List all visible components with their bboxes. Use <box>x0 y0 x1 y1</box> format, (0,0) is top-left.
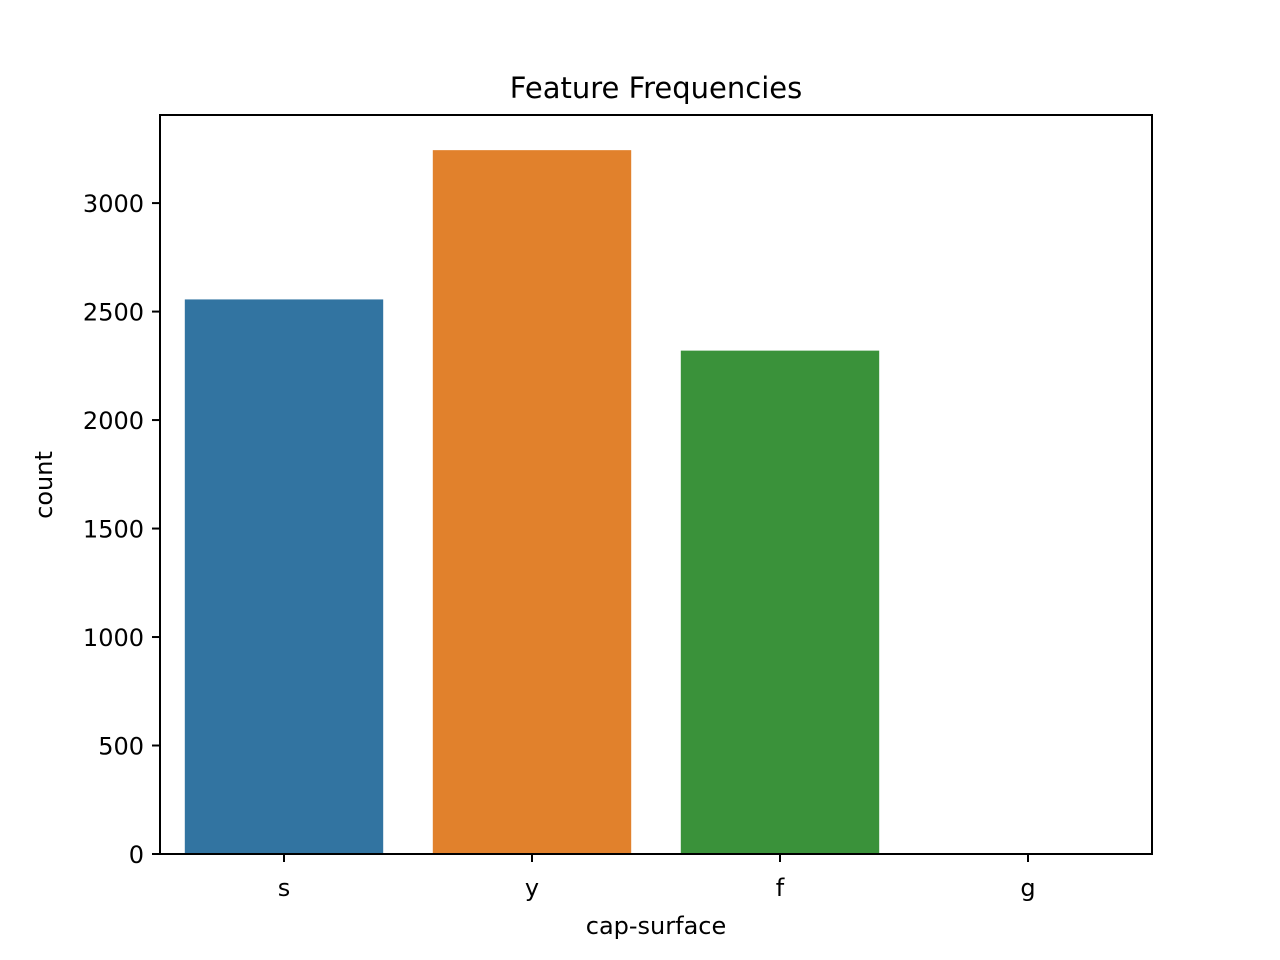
bar-f <box>680 350 880 854</box>
y-axis-label: count <box>30 451 58 519</box>
x-tick-label: y <box>525 874 539 902</box>
y-tick-label: 500 <box>98 733 144 761</box>
y-tick-label: 1000 <box>83 624 144 652</box>
y-ticks: 0 500 1000 1500 2000 2500 3000 <box>83 190 160 869</box>
y-tick-label: 1500 <box>83 516 144 544</box>
plot-frame <box>159 114 1153 855</box>
bars-layer <box>184 150 1128 854</box>
y-tick-label: 0 <box>129 841 144 869</box>
chart-title: Feature Frequencies <box>510 71 802 105</box>
bar-s <box>184 299 384 854</box>
x-tick-label: g <box>1020 874 1035 902</box>
y-tick-label: 3000 <box>83 190 144 218</box>
x-tick-label: s <box>278 874 291 902</box>
y-tick-label: 2000 <box>83 407 144 435</box>
bar-y <box>432 150 632 854</box>
x-tick-label: f <box>776 874 785 902</box>
x-axis-label: cap-surface <box>586 912 727 940</box>
y-tick-label: 2500 <box>83 299 144 327</box>
